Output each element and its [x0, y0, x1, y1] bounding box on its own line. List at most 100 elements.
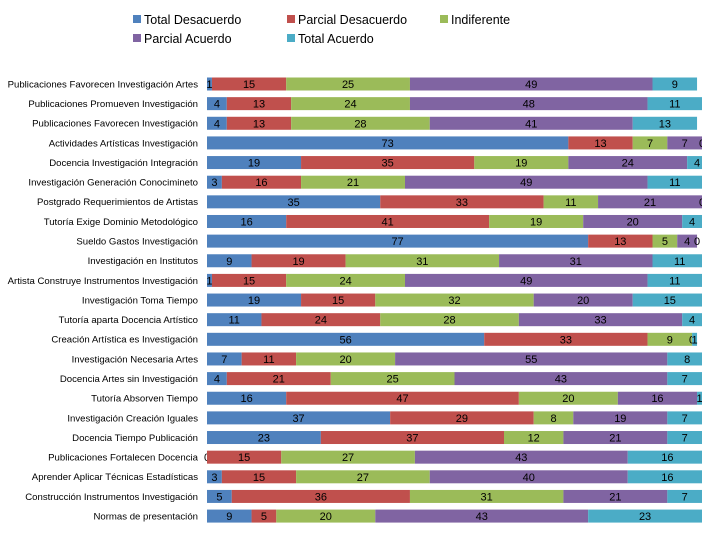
bar-segment [211, 273, 287, 287]
data-label: 21 [273, 374, 285, 386]
data-label: 1 [206, 79, 212, 91]
bar-segment [207, 293, 302, 307]
bar-segment [405, 175, 648, 189]
data-label: 16 [661, 472, 673, 484]
bar-segment [276, 509, 376, 523]
data-label: 19 [248, 158, 260, 170]
bar-segment [563, 431, 668, 445]
bar-segment [489, 214, 584, 228]
category-label: Investigación Generación Conocimineto [28, 178, 198, 189]
bar-segment [207, 175, 222, 189]
bar-segment [405, 273, 648, 287]
legend-label: Indiferente [451, 13, 510, 27]
bar-segment [375, 293, 534, 307]
category-label: Normas de presentación [93, 511, 198, 522]
bar-segment [504, 431, 564, 445]
bar-segment [330, 372, 455, 386]
data-label: 56 [339, 334, 351, 346]
data-label: 19 [248, 295, 260, 307]
data-label: 0 [699, 138, 702, 150]
bar-segment [207, 195, 381, 209]
bar-segment [652, 234, 678, 248]
bar-segment [375, 509, 589, 523]
data-label: 31 [570, 256, 582, 268]
bar-segment [667, 431, 702, 445]
data-label: 4 [214, 118, 220, 130]
bar-segment [221, 470, 297, 484]
bar-segment [414, 450, 628, 464]
bar-segment [207, 214, 287, 228]
category-label: Sueldo Gastos Investigación [76, 237, 198, 248]
bar-segment [286, 77, 410, 91]
data-label: 15 [243, 275, 255, 287]
category-label: Investigación Creación Iguales [67, 413, 198, 424]
bar-segment [632, 293, 702, 307]
category-label: Tutoría Absorven Tiempo [91, 394, 198, 405]
data-label: 4 [214, 99, 220, 111]
data-label: 21 [347, 177, 359, 189]
data-label: 11 [229, 315, 240, 327]
bar-segment [390, 411, 534, 425]
bar-segment [207, 273, 212, 287]
bar-segment [207, 352, 242, 366]
data-label: 47 [396, 393, 408, 405]
bar-segment [647, 273, 702, 287]
data-label: 15 [253, 472, 265, 484]
data-label: 35 [288, 197, 300, 209]
data-label: 4 [689, 315, 695, 327]
data-label: 21 [644, 197, 656, 209]
bar-segment [286, 214, 490, 228]
bar-segment [207, 116, 227, 130]
bar-segment [395, 352, 668, 366]
data-label: 0 [699, 197, 702, 209]
bar-segment [251, 254, 346, 268]
data-label: 15 [332, 295, 344, 307]
data-label: 13 [659, 118, 671, 130]
data-label: 77 [391, 236, 403, 248]
bar-segment [296, 352, 396, 366]
bar-segment [598, 195, 702, 209]
bar-segment [207, 411, 391, 425]
data-label: 33 [594, 315, 606, 327]
category-label: Investigación en Institutos [88, 256, 199, 267]
bar-segment [484, 332, 648, 346]
bar-segment [207, 234, 589, 248]
bar-segment [667, 352, 702, 366]
bar-segment [429, 470, 628, 484]
category-label: Docencia Tiempo Publicación [72, 433, 198, 444]
data-label: 9 [226, 511, 232, 523]
bar-segment [380, 313, 519, 327]
data-label: 19 [292, 256, 304, 268]
bar-segment [568, 156, 688, 170]
data-label: 24 [622, 158, 634, 170]
data-label: 16 [240, 216, 252, 228]
data-label: 16 [240, 393, 252, 405]
category-label: Publicaciones Fortalecen Docencia [48, 453, 199, 464]
bar-segment [221, 175, 302, 189]
bar-segment [296, 470, 430, 484]
bar-segment [301, 175, 405, 189]
category-label: Construcción Instrumentos Investigación [25, 492, 198, 503]
category-label: Investigación Necesaria Artes [72, 354, 199, 365]
data-label: 21 [609, 491, 621, 503]
bar-segment [226, 372, 331, 386]
bar-segment [251, 509, 277, 523]
data-label: 20 [339, 354, 351, 366]
data-label: 7 [682, 491, 688, 503]
bars: 1152549941324481141328411373137701935192… [204, 77, 702, 523]
bar-segment [231, 489, 410, 503]
data-label: 4 [214, 374, 220, 386]
bar-segment [692, 332, 698, 346]
data-label: 8 [684, 354, 690, 366]
bar-segment [632, 116, 698, 130]
bar-segment [286, 273, 405, 287]
legend-swatch [287, 15, 295, 23]
bar-segment [241, 352, 297, 366]
data-label: 5 [662, 236, 668, 248]
data-label: 19 [515, 158, 527, 170]
data-label: 41 [382, 216, 394, 228]
data-label: 7 [221, 354, 227, 366]
data-label: 33 [560, 334, 572, 346]
bar-segment [647, 175, 702, 189]
